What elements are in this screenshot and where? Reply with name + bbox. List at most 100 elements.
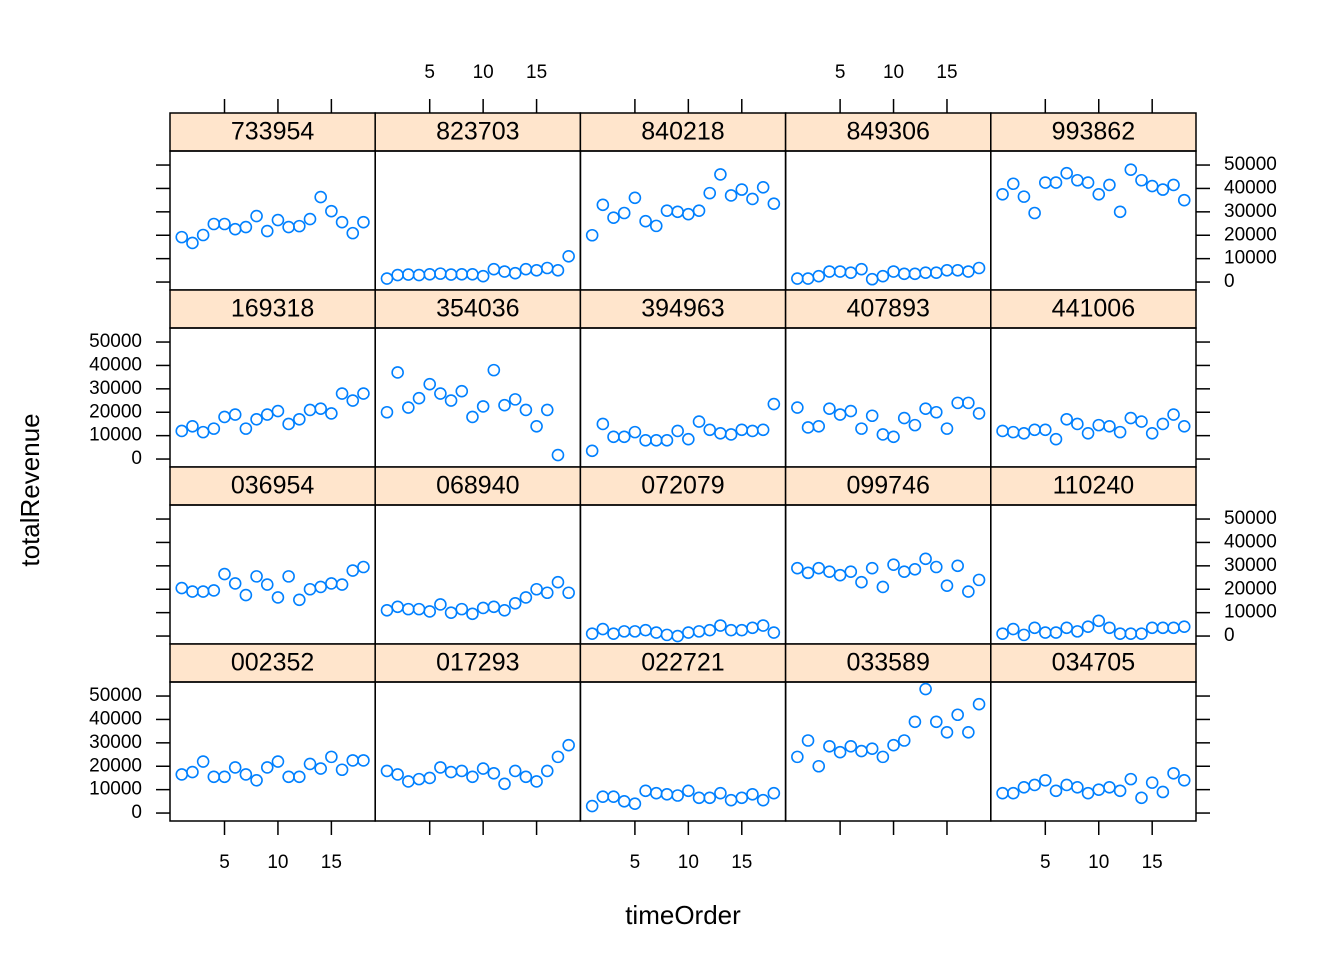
strip — [374, 466, 582, 506]
point — [540, 261, 554, 275]
strip-label: 394963 — [641, 295, 724, 323]
point — [607, 790, 620, 803]
point — [357, 560, 370, 574]
point — [1177, 773, 1191, 787]
point — [919, 682, 932, 696]
point — [540, 403, 554, 417]
point — [412, 268, 426, 282]
point — [1156, 621, 1170, 635]
point — [271, 591, 285, 604]
point — [519, 262, 533, 276]
point — [380, 272, 394, 285]
y-tick-label: 50000 — [1224, 508, 1277, 529]
strip — [169, 112, 376, 152]
y-tick-label: 20000 — [1224, 224, 1277, 245]
point — [455, 384, 469, 398]
point — [1113, 784, 1127, 798]
point — [357, 387, 370, 400]
x-tick-label: 5 — [219, 852, 230, 873]
strip-label: 036954 — [231, 472, 315, 500]
point — [444, 606, 458, 619]
point — [196, 755, 210, 768]
point — [380, 405, 394, 419]
point — [865, 742, 879, 755]
point — [833, 408, 847, 421]
point — [844, 565, 858, 578]
point — [314, 190, 327, 204]
point — [260, 761, 274, 774]
strip-label: 110240 — [1053, 472, 1135, 500]
point — [303, 403, 317, 417]
strip-label: 354036 — [436, 295, 519, 323]
point — [423, 771, 437, 785]
point — [692, 791, 706, 805]
point — [293, 770, 306, 784]
point — [239, 588, 253, 602]
point — [887, 738, 900, 752]
panel — [374, 327, 582, 468]
point — [260, 408, 274, 421]
point — [639, 214, 652, 228]
point — [940, 422, 954, 435]
point — [175, 230, 189, 244]
point — [562, 250, 575, 263]
y-tick-label: 10000 — [89, 779, 142, 800]
point — [207, 217, 221, 231]
y-tick-label: 30000 — [1224, 201, 1277, 222]
point — [844, 266, 858, 279]
point — [940, 264, 954, 277]
strip-label: 993862 — [1052, 118, 1135, 146]
point — [434, 761, 447, 774]
point — [476, 762, 490, 775]
point — [1028, 206, 1041, 220]
point — [1113, 627, 1127, 641]
point — [551, 264, 565, 277]
point — [1156, 785, 1170, 799]
point — [940, 579, 954, 593]
point — [391, 768, 404, 781]
point — [282, 220, 295, 234]
panel — [169, 504, 376, 645]
point — [434, 267, 447, 280]
point — [455, 268, 469, 281]
point — [434, 387, 447, 400]
strip-label: 033589 — [846, 649, 929, 677]
panel — [579, 150, 787, 291]
point — [325, 750, 338, 764]
point — [314, 580, 327, 594]
point — [855, 575, 868, 589]
point — [498, 398, 511, 412]
y-tick-label: 30000 — [89, 732, 142, 753]
point — [508, 266, 522, 280]
point — [175, 768, 189, 781]
point — [530, 419, 543, 433]
point — [682, 784, 695, 798]
point — [714, 786, 727, 800]
point — [1017, 190, 1031, 203]
point — [476, 400, 490, 413]
point — [314, 402, 327, 416]
point — [962, 396, 975, 410]
point — [551, 448, 565, 462]
point — [519, 770, 533, 784]
y-tick-label: 50000 — [1224, 154, 1277, 175]
point — [876, 580, 890, 594]
point — [962, 726, 975, 739]
y-tick-label: 20000 — [89, 755, 142, 776]
point — [530, 264, 543, 277]
point — [801, 272, 815, 285]
point — [833, 568, 847, 582]
point — [282, 570, 295, 583]
point — [1177, 419, 1191, 433]
point — [596, 622, 610, 636]
point — [735, 423, 749, 437]
point — [228, 408, 242, 421]
point — [335, 763, 349, 777]
point — [250, 412, 263, 426]
point — [962, 265, 975, 278]
point — [756, 180, 770, 194]
y-tick-label: 10000 — [1224, 248, 1277, 269]
point — [498, 604, 511, 617]
panel — [990, 681, 1197, 822]
point — [1167, 766, 1180, 780]
